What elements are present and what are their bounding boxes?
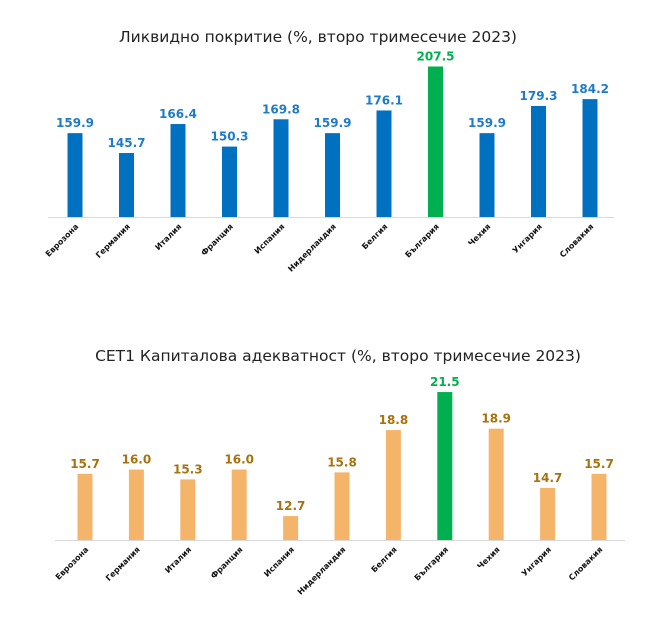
bar	[77, 473, 93, 540]
bar	[180, 479, 196, 540]
data-label: 184.2	[571, 82, 609, 96]
x-tick-label: Испания	[253, 222, 287, 256]
bar	[222, 146, 237, 217]
bar	[273, 119, 289, 217]
bar	[385, 430, 401, 540]
bar	[582, 99, 598, 217]
x-tick-label: Словакия	[567, 545, 604, 582]
x-tick-label: Белгия	[370, 545, 399, 574]
x-tick-label: Чехия	[476, 545, 502, 571]
bar	[67, 133, 83, 217]
bar	[283, 516, 299, 540]
x-tick-label: Белгия	[360, 222, 389, 251]
x-tick-label: България	[403, 222, 440, 259]
bar	[437, 392, 453, 540]
data-label: 18.9	[481, 412, 511, 426]
bar	[488, 428, 504, 540]
data-label: 15.3	[173, 462, 203, 476]
bar	[334, 472, 350, 540]
bar	[170, 124, 186, 217]
bar	[428, 66, 443, 217]
data-label: 15.7	[584, 457, 614, 471]
data-label: 176.1	[365, 93, 403, 107]
data-label: 150.3	[211, 130, 249, 144]
bar	[119, 153, 134, 217]
bar	[231, 469, 247, 540]
chart-2: CET1 Капиталова адекватност (%, второ тр…	[54, 347, 625, 597]
x-tick-label: България	[413, 545, 450, 582]
chart-1: Ликвидно покритие (%, второ тримесечие 2…	[44, 28, 614, 274]
x-tick-label: Еврозона	[54, 545, 91, 582]
bar	[325, 133, 340, 217]
x-tick-label: Унгария	[520, 545, 553, 578]
data-label: 166.4	[159, 107, 197, 121]
x-tick-label: Нидерландия	[286, 222, 338, 274]
chart-title: Ликвидно покритие (%, второ тримесечие 2…	[119, 28, 517, 46]
data-label: 15.8	[327, 455, 357, 469]
data-label: 18.8	[379, 413, 409, 427]
data-label: 16.0	[224, 453, 254, 467]
data-label: 145.7	[108, 136, 146, 150]
data-label: 159.9	[56, 116, 94, 130]
x-tick-label: Унгария	[511, 222, 544, 255]
bar	[479, 133, 495, 217]
x-tick-label: Италия	[163, 545, 193, 575]
chart-title: CET1 Капиталова адекватност (%, второ тр…	[95, 347, 581, 365]
data-label: 16.0	[122, 453, 152, 467]
bar	[376, 110, 392, 217]
data-label: 159.9	[468, 116, 506, 130]
data-label: 169.8	[262, 102, 300, 116]
bar	[128, 469, 144, 540]
x-tick-label: Испания	[262, 545, 296, 579]
bar	[540, 487, 556, 540]
x-tick-label: Германия	[104, 545, 142, 583]
data-label: 159.9	[314, 116, 352, 130]
x-tick-label: Италия	[153, 222, 183, 252]
x-tick-label: Франция	[199, 222, 235, 258]
x-tick-label: Словакия	[558, 222, 595, 259]
data-label: 15.7	[70, 457, 100, 471]
data-label: 12.7	[276, 499, 306, 513]
data-label: 21.5	[430, 375, 460, 389]
x-tick-label: Еврозона	[44, 222, 81, 259]
x-tick-label: Франция	[209, 545, 245, 581]
data-label: 179.3	[520, 89, 558, 103]
bar	[591, 473, 607, 540]
x-tick-label: Нидерландия	[296, 545, 348, 597]
data-label: 14.7	[533, 471, 563, 485]
x-tick-label: Чехия	[466, 222, 492, 248]
bar	[531, 105, 546, 217]
x-tick-label: Германия	[94, 222, 132, 260]
data-label: 207.5	[417, 50, 455, 64]
